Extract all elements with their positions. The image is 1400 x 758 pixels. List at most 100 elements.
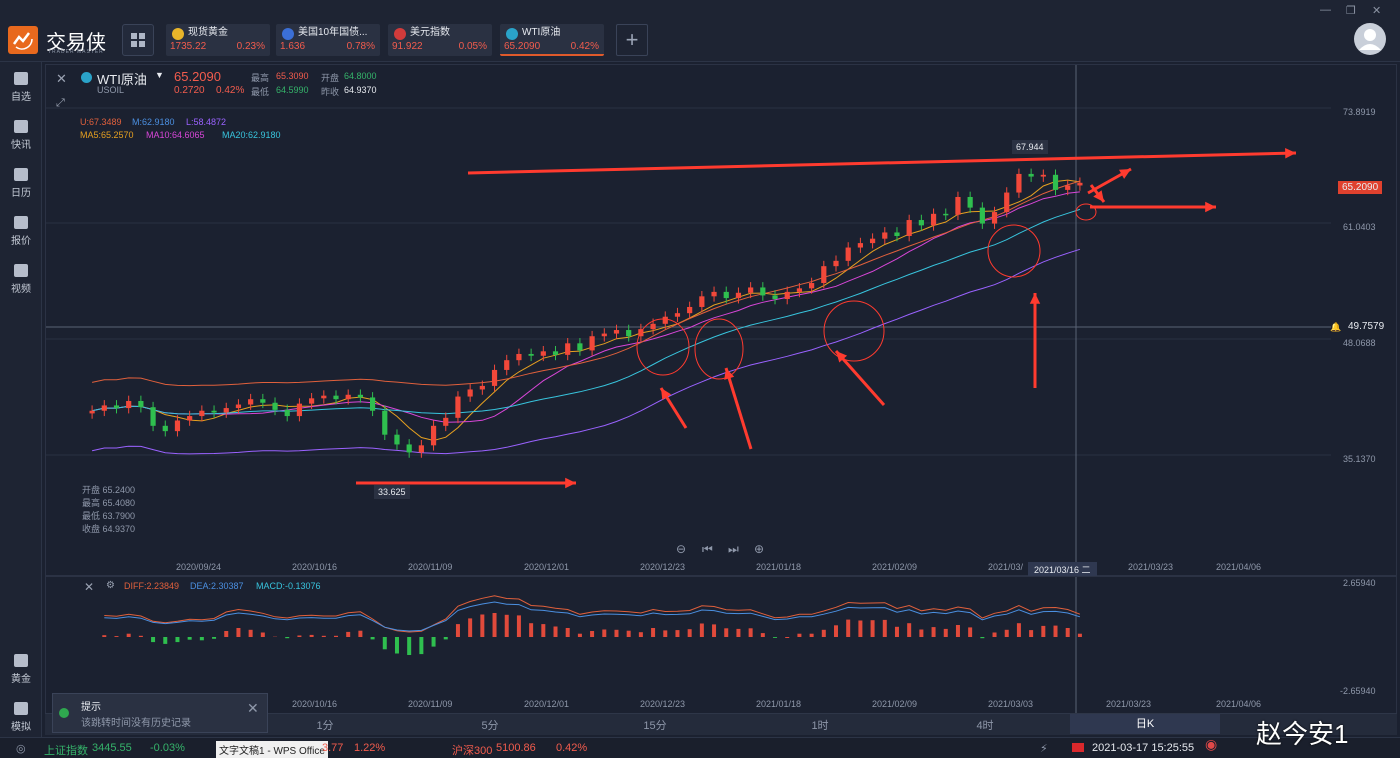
macd-bar <box>626 630 631 637</box>
oil-icon <box>81 72 92 83</box>
macd-x-date: 2020/11/09 <box>408 699 453 709</box>
bell-icon[interactable]: 🔔 <box>1330 322 1342 332</box>
candle-body <box>260 399 266 403</box>
index-name[interactable]: 沪深300 <box>452 745 493 757</box>
ohlc-low: 最低 63.7900 <box>82 511 136 521</box>
add-tab-button[interactable]: + <box>616 24 648 56</box>
timeframe-1[interactable]: 5分 <box>481 720 499 732</box>
candle-body <box>333 395 339 400</box>
timeframe-0[interactable]: 1分 <box>316 720 334 732</box>
macd-bar <box>809 633 814 637</box>
price-tick: 73.8919 <box>1343 107 1376 117</box>
signal-icon[interactable]: ⚡ <box>1040 743 1048 755</box>
tab-usd-index[interactable]: 美元指数 91.922 0.05% <box>388 24 492 56</box>
timeframe-4[interactable]: 4时 <box>976 720 994 732</box>
candle-body <box>162 425 168 432</box>
sidebar-item-simulate[interactable]: 模拟 <box>0 702 42 733</box>
candle-body <box>1016 173 1022 193</box>
macd-bar <box>773 637 778 638</box>
macd-panel[interactable]: ✕ ⚙ DIFF:2.23849 DEA:2.30387 MACD:-0.130… <box>45 576 1397 714</box>
candle-body <box>577 343 583 351</box>
macd-bar <box>821 629 826 637</box>
candle-body <box>309 398 315 404</box>
candle-body <box>613 330 620 334</box>
timeframe-2[interactable]: 15分 <box>643 720 667 732</box>
candle-body <box>138 400 144 408</box>
zoom-in-icon[interactable]: ⊕ <box>754 542 765 556</box>
candle-body <box>394 434 400 445</box>
sidebar-item-news[interactable]: 快讯 <box>0 120 42 151</box>
candle-body <box>626 330 632 337</box>
sidebar-item-gold[interactable]: 黄金 <box>0 654 42 685</box>
candle-body <box>650 323 656 330</box>
candle-body <box>1028 173 1034 177</box>
candle-body <box>991 212 998 224</box>
macd-bar <box>553 626 558 637</box>
candle-body <box>455 396 461 418</box>
candlestick-chart[interactable] <box>46 65 1396 575</box>
sidebar-item-video[interactable]: 视频 <box>0 264 42 295</box>
sidebar-item-calendar[interactable]: 日历 <box>0 168 42 199</box>
macd-bar <box>443 637 448 640</box>
index-value: 3445.55 <box>92 742 132 754</box>
step-forward-icon[interactable]: ⏭ <box>728 542 739 556</box>
calendar-icon <box>14 168 28 181</box>
annotation-circle <box>694 318 744 380</box>
close-chart-icon[interactable]: ✕ <box>56 71 67 86</box>
minimize-icon[interactable]: — <box>1320 4 1331 16</box>
tab-us10y[interactable]: 美国10年国债... 1.636 0.78% <box>276 24 380 56</box>
index-change: -0.03% <box>150 742 185 754</box>
candle-body <box>430 425 437 446</box>
candle-body <box>930 213 937 226</box>
open-value: 64.8000 <box>344 71 377 81</box>
candle-body <box>187 416 193 421</box>
sidebar-item-quotes[interactable]: 报价 <box>0 216 42 247</box>
candle-body <box>101 405 107 411</box>
sidebar-item-watchlist[interactable]: 自选 <box>0 72 42 103</box>
gold-coin-icon <box>172 28 184 40</box>
macd-bar <box>955 625 960 637</box>
candle-body <box>345 394 351 400</box>
close-icon[interactable]: ✕ <box>1372 5 1382 17</box>
instrument-name[interactable]: WTI原油 <box>97 72 147 87</box>
headset-icon[interactable]: ◎ <box>16 743 26 755</box>
step-back-icon[interactable]: ⏮ <box>702 542 713 556</box>
ma10-label: MA10:64.6065 <box>146 130 205 140</box>
candle-body <box>272 402 278 410</box>
settings-icon[interactable]: ⚙ <box>106 580 115 591</box>
toast-title: 提示 <box>81 702 101 713</box>
chevron-down-icon[interactable]: ▼ <box>155 70 164 80</box>
draw-tool-icon[interactable]: ⤢ <box>56 97 65 109</box>
zoom-out-icon[interactable]: ⊖ <box>676 542 687 556</box>
timeframe-3[interactable]: 1时 <box>811 720 829 732</box>
macd-bar <box>834 625 838 637</box>
ma20-line <box>91 208 1081 415</box>
timeframe-5[interactable]: 日K <box>1070 714 1220 734</box>
macd-chart[interactable] <box>46 577 1396 713</box>
restore-icon[interactable]: ❐ <box>1346 5 1356 17</box>
wallet-icon <box>14 702 28 715</box>
macd-bar <box>334 635 338 637</box>
avatar[interactable] <box>1354 23 1386 55</box>
candle-body <box>674 313 681 317</box>
macd-bar <box>492 613 497 637</box>
close-macd-icon[interactable]: ✕ <box>84 580 95 594</box>
tab-gold[interactable]: 现货黄金 1735.22 0.23% <box>166 24 270 56</box>
macd-bottom-tick: -2.65940 <box>1340 686 1376 696</box>
index-change: 0.42% <box>556 742 588 754</box>
macd-bar <box>968 627 973 637</box>
candle-body <box>199 410 205 417</box>
price-chart-panel[interactable]: ✕ ⤢ WTI原油 ▼ USOIL 65.2090 0.2720 0.42% 最… <box>45 64 1397 577</box>
grid-menu-button[interactable] <box>122 24 154 56</box>
close-toast-icon[interactable]: ✕ <box>247 700 259 716</box>
x-axis-date: 2020/12/01 <box>524 562 570 572</box>
index-name[interactable]: 上证指数 <box>44 745 88 757</box>
tab-wti[interactable]: WTI原油 65.2090 0.42% <box>500 24 604 56</box>
candle-body <box>248 399 254 405</box>
high-annotation: 67.944 <box>1012 140 1048 154</box>
macd-bar <box>126 633 131 637</box>
candle-body <box>321 395 327 399</box>
candle-body <box>1052 174 1059 190</box>
open-label: 开盘 <box>321 73 340 83</box>
boll-lower-line <box>91 248 1081 455</box>
